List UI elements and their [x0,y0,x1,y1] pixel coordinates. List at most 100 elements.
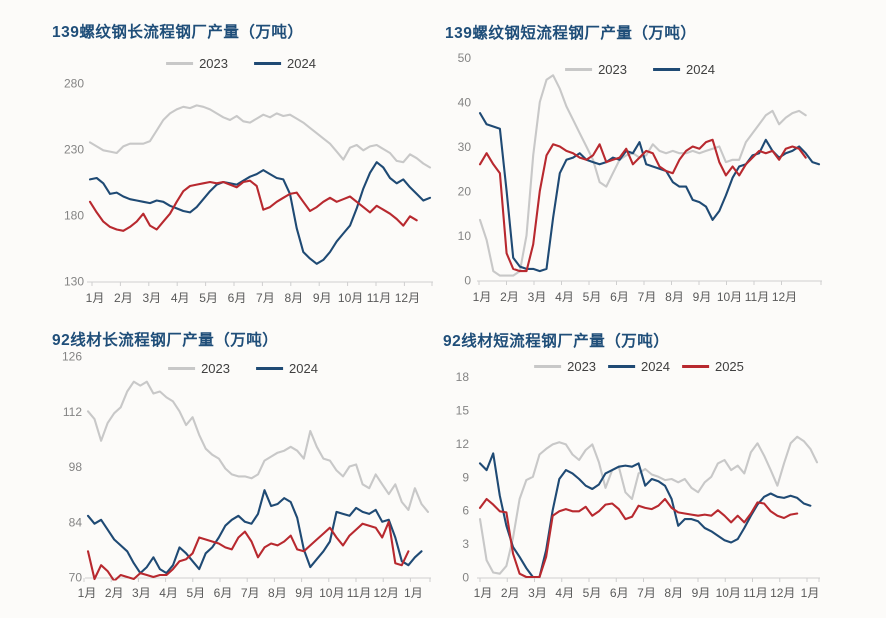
legend-item-2024: 2024 [256,361,318,376]
x-tick-label: 6月 [228,291,247,305]
y-tick-label: 112 [63,405,82,419]
x-tick-label: 11月 [347,586,371,600]
chart-title: 139螺纹钢长流程钢厂产量（万吨） [52,24,304,41]
y-tick-label: 3 [462,537,469,551]
x-tick-label: 1月 [801,586,820,600]
series-line-2024 [478,112,821,273]
chart-title: 139螺纹钢短流程钢厂产量（万吨） [445,25,697,42]
x-tick-label: 7月 [637,586,656,600]
series-line-2025 [88,179,418,232]
x-tick-label: 10月 [338,291,363,305]
x-tick-label: 10月 [717,290,742,304]
x-tick-label: 8月 [664,586,683,600]
x-tick-label: 9月 [693,290,712,304]
x-tick-label: 5月 [199,291,218,305]
y-tick-label: 10 [458,229,472,243]
x-tick-label: 7月 [241,586,260,600]
x-tick-label: 4月 [159,586,178,600]
series-line-2023 [86,380,430,513]
y-tick-label: 9 [462,470,469,484]
x-tick-label: 1月 [86,291,105,305]
y-tick-label: 280 [64,77,84,91]
y-tick-label: 40 [458,96,472,110]
x-tick-label: 10月 [716,586,741,600]
legend-label: 2024 [289,361,318,376]
y-tick-label: 6 [462,504,469,518]
chart-plot: 50 40 30 20 10 01月 2月 3月 4月 5月 6月 7月 8月 9月 10月 11月 12月 [458,51,822,304]
legend-line-swatch [681,365,709,368]
x-tick-label: 6月 [214,586,233,600]
legend-item-2023: 2023 [166,56,228,71]
legend-line-swatch [166,62,194,65]
legend-item-2024: 2024 [608,359,670,374]
legend-line-swatch [534,365,562,368]
x-tick-label: 8月 [284,291,303,305]
chart-title: 92线材长流程钢厂产量（万吨） [52,332,279,349]
x-tick-label: 6月 [610,290,629,304]
x-tick-label: 12月 [770,586,795,600]
chart-legend: 2023 2024 [168,361,318,376]
y-tick-label: 70 [69,571,83,585]
legend-line-swatch [254,62,281,65]
x-tick-label: 7月 [638,290,657,304]
chart-legend: 2023 2024 [565,62,715,77]
legend-item-2024: 2024 [653,62,715,77]
y-tick-label: 130 [64,275,84,289]
x-tick-label: 1月 [78,586,97,600]
x-tick-label: 4月 [555,586,574,600]
series-line-2024 [88,161,432,265]
y-tick-label: 230 [64,143,84,157]
x-tick-label: 9月 [692,586,711,600]
x-tick-label: 6月 [610,586,629,600]
x-tick-label: 4月 [171,291,190,305]
y-tick-label: 18 [456,370,470,384]
x-tick-label: 10月 [319,586,344,600]
legend-line-swatch [168,367,196,370]
y-tick-label: 0 [464,274,471,288]
legend-label: 2025 [714,359,744,374]
x-tick-label: 4月 [555,290,574,304]
y-tick-label: 30 [458,140,472,154]
x-tick-label: 3月 [142,291,161,305]
legend-label: 2023 [201,361,230,376]
x-tick-label: 1月 [474,586,493,600]
x-tick-label: 7月 [256,291,275,305]
chart-wirerod-long-process: 92线材长流程钢厂产量（万吨） 2023 2024 126 112 98 84 70 1月 2… [0,309,443,618]
series-line-2024 [86,489,423,575]
chart-title: 92线材短流程钢厂产量（万吨） [443,333,670,350]
x-tick-label: 12月 [395,291,420,305]
chart-wirerod-short-process: 92线材短流程钢厂产量（万吨） 2023 2024 2025 18 15 12 9 6 3 0 1… [443,309,886,618]
legend-line-swatch [256,367,283,370]
x-tick-label: 8月 [268,586,287,600]
legend-label: 2024 [641,359,670,374]
x-tick-label: 5月 [583,586,602,600]
legend-item-2024: 2024 [254,56,316,71]
chart-legend: 2023 2024 2025 [534,359,744,374]
legend-item-2023: 2023 [565,62,627,77]
series-line-2025 [478,138,807,273]
x-tick-label: 12月 [374,586,399,600]
x-tick-label: 2月 [114,291,133,305]
legend-label: 2023 [567,359,597,374]
x-tick-label: 3月 [528,586,547,600]
x-tick-label: 2月 [105,586,124,600]
chart-legend: 2023 2024 [166,56,316,71]
legend-item-2023: 2023 [168,361,230,376]
x-tick-label: 2月 [501,586,520,600]
y-tick-label: 98 [69,460,83,474]
legend-item-2023: 2023 [534,359,596,374]
x-tick-label: 1月 [473,290,492,304]
x-tick-label: 1月 [404,586,423,600]
legend-line-swatch [653,68,680,71]
y-tick-label: 15 [456,403,470,417]
x-tick-label: 11月 [745,290,769,304]
x-tick-label: 12月 [772,290,797,304]
series-line-2024 [478,452,812,579]
x-tick-label: 2月 [500,290,519,304]
series-line-2023 [478,435,819,575]
y-tick-label: 0 [462,571,469,585]
x-tick-label: 5月 [583,290,602,304]
